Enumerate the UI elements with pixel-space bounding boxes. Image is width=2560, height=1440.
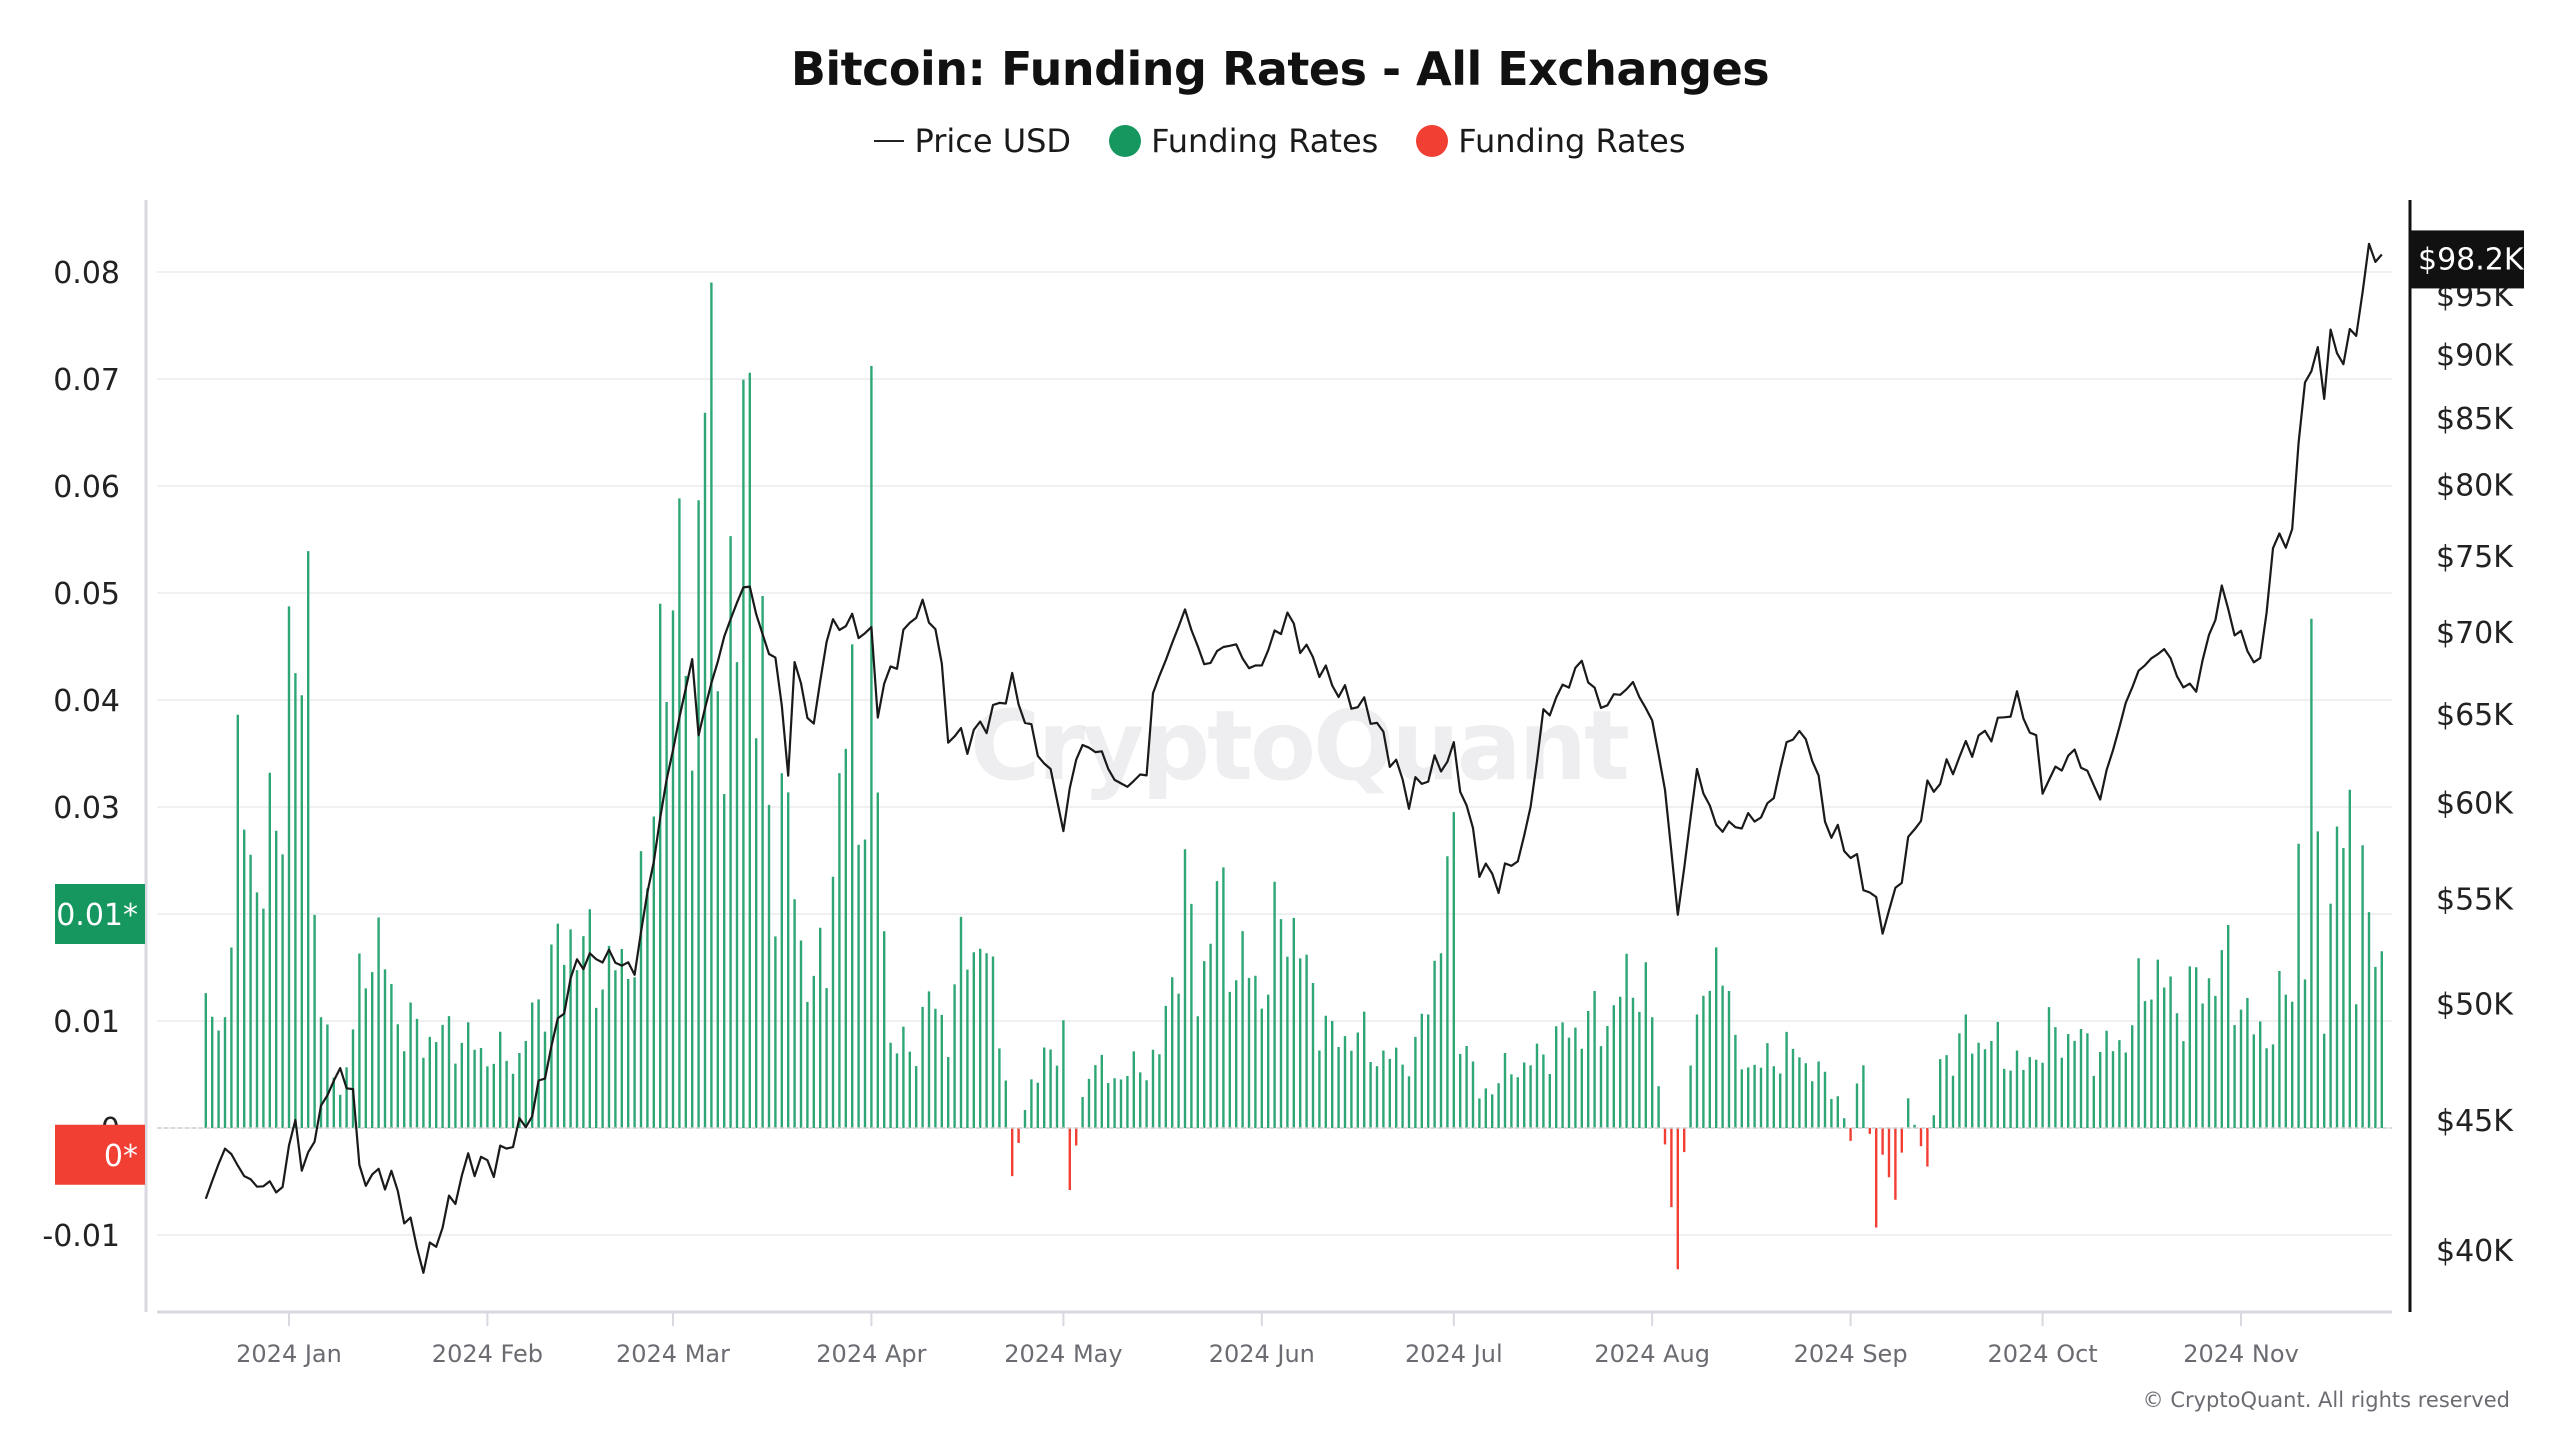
x-tick-label: 2024 Jun <box>1209 1340 1315 1368</box>
x-tick-label: 2024 Apr <box>816 1340 926 1368</box>
legend-label-price: Price USD <box>914 122 1072 160</box>
funding-bars <box>157 282 2392 1270</box>
left-axis-badge-label: 0* <box>104 1139 138 1174</box>
x-tick-label: 2024 Aug <box>1594 1340 1710 1368</box>
right-tick-label: $55K <box>2436 882 2514 917</box>
right-tick-label: $45K <box>2436 1104 2514 1139</box>
x-tick-label: 2024 Jul <box>1405 1340 1503 1368</box>
right-tick-label: $60K <box>2436 786 2514 821</box>
right-tick-label: $40K <box>2436 1234 2514 1269</box>
left-tick-label: 0.06 <box>53 470 120 505</box>
right-tick-label: $50K <box>2436 988 2514 1023</box>
right-tick-label: $80K <box>2436 469 2514 504</box>
chart-title: Bitcoin: Funding Rates - All Exchanges <box>790 42 1770 96</box>
left-tick-label: 0.08 <box>53 256 120 291</box>
price-line-group <box>204 242 2383 1274</box>
x-tick-label: 2024 Oct <box>1987 1340 2097 1368</box>
x-axis-ticks: 2024 Jan 2024 Feb 2024 Mar 2024 Apr 2024 May… <box>236 1312 2299 1368</box>
right-tick-label: $70K <box>2436 616 2514 651</box>
left-tick-label: 0.04 <box>53 684 120 719</box>
line-swatch-icon <box>874 140 905 142</box>
axes <box>144 200 2412 1314</box>
right-tick-label: $65K <box>2436 698 2514 733</box>
axis-badges: 0.01* 0* $98.2K <box>55 230 2525 1185</box>
left-axis-badge <box>55 884 145 944</box>
left-axis-badge <box>55 1124 145 1185</box>
left-tick-label: -0.01 <box>42 1219 120 1254</box>
legend-label-funding-positive: Funding Rates <box>1151 122 1379 160</box>
right-tick-label: $90K <box>2436 339 2514 374</box>
left-axis-ticks: 0.080.070.060.050.040.030.010-0.01 <box>42 256 120 1254</box>
current-price-label: $98.2K <box>2418 242 2525 277</box>
left-tick-label: 0.03 <box>53 791 120 826</box>
price-line <box>204 242 2383 1274</box>
legend-item-funding-positive[interactable]: Funding Rates <box>1109 122 1378 160</box>
left-tick-label: 0.07 <box>53 363 120 398</box>
copyright-footer: © CryptoQuant. All rights reserved <box>2142 1388 2510 1412</box>
left-tick-label: 0.01 <box>53 1005 120 1040</box>
legend: Price USD Funding Rates Funding Rates <box>0 122 2560 160</box>
red-dot-icon <box>1416 125 1449 157</box>
legend-item-price[interactable]: Price USD <box>874 122 1071 160</box>
green-dot-icon <box>1109 125 1142 157</box>
x-tick-label: 2024 May <box>1004 1340 1122 1368</box>
left-tick-label: 0.05 <box>53 577 120 612</box>
current-price-badge <box>2410 230 2524 289</box>
right-tick-label: $75K <box>2436 540 2514 575</box>
x-tick-label: 2024 Feb <box>432 1340 543 1368</box>
x-tick-label: 2024 Sep <box>1794 1340 1908 1368</box>
x-tick-label: 2024 Jan <box>236 1340 342 1368</box>
right-tick-label: $85K <box>2436 402 2514 437</box>
left-axis-badge-label: 0.01* <box>56 898 138 933</box>
legend-item-funding-negative[interactable]: Funding Rates <box>1416 122 1686 160</box>
x-tick-label: 2024 Mar <box>616 1340 730 1368</box>
legend-label-funding-negative: Funding Rates <box>1458 122 1686 160</box>
right-axis-ticks: $95K$90K$85K$80K$75K$70K$65K$60K$55K$50K… <box>2436 279 2514 1269</box>
x-tick-label: 2024 Nov <box>2183 1340 2299 1368</box>
